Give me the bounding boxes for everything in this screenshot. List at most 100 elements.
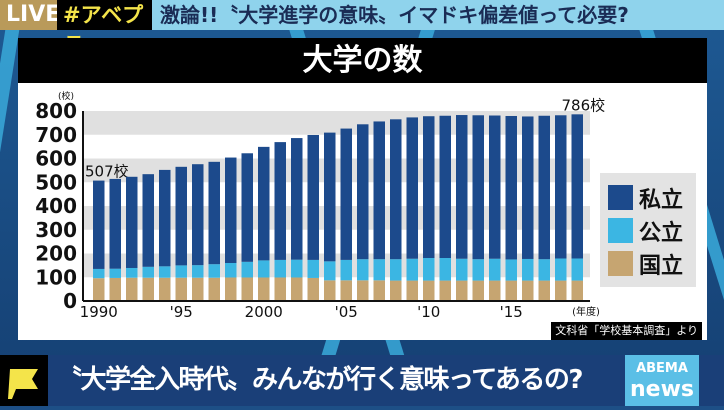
bar-国立-1991 [109, 277, 121, 301]
bar-国立-2008 [390, 280, 402, 301]
bar-私立-2001 [274, 142, 286, 260]
bar-公立-2014 [489, 258, 501, 281]
bar-私立-2009 [406, 117, 418, 259]
bar-私立-2002 [291, 138, 303, 260]
bar-公立-1999 [241, 261, 253, 278]
bar-国立-1990 [93, 278, 105, 301]
bar-私立-1998 [225, 157, 237, 263]
bar-国立-2005 [340, 280, 352, 301]
bar-公立-2001 [274, 259, 286, 278]
legend: 私立 公立 国立 [600, 173, 696, 287]
bar-国立-2018 [555, 280, 567, 301]
bar-国立-2000 [258, 277, 270, 301]
y-tick-label: 800 [35, 99, 77, 123]
bar-公立-1993 [142, 266, 154, 278]
y-axis-unit: (校) [58, 90, 74, 102]
x-tick-label: 2000 [245, 303, 283, 321]
bar-国立-1994 [159, 277, 171, 301]
bar-国立-2009 [406, 280, 418, 301]
bar-公立-1990 [93, 268, 105, 279]
bar-国立-2019 [571, 280, 583, 301]
bar-公立-1997 [208, 264, 220, 278]
y-tick-label: 600 [35, 147, 77, 171]
bar-公立-2015 [505, 259, 517, 281]
bar-公立-2000 [258, 260, 270, 278]
bar-国立-1995 [175, 277, 187, 301]
bar-私立-2018 [555, 115, 567, 259]
x-axis-unit: (年度) [572, 305, 600, 318]
bar-私立-2010 [423, 116, 435, 259]
bar-国立-2015 [505, 280, 517, 301]
chart-panel: 大学の数 0 100 200 300 400 500 600 700 800 (校) 1990 507… [18, 38, 707, 340]
bar-国立-2002 [291, 277, 303, 301]
bar-公立-2018 [555, 258, 567, 281]
bar-私立-1997 [208, 161, 220, 265]
bar-国立-1997 [208, 277, 220, 301]
bar-国立-2013 [472, 280, 484, 301]
bar-公立-1998 [225, 263, 237, 278]
bar-私立-1991 [109, 178, 121, 269]
bar-公立-1996 [192, 265, 204, 278]
bar-私立-2019 [571, 114, 583, 259]
bar-公立-2007 [373, 259, 385, 281]
bar-公立-2019 [571, 258, 583, 281]
bar-公立-2013 [472, 259, 484, 281]
bar-私立-2016 [522, 116, 534, 259]
bar-公立-2004 [324, 261, 336, 281]
bar-私立-1992 [126, 176, 138, 268]
bar-公立-2005 [340, 259, 352, 281]
data-label: 786校 [562, 96, 606, 114]
bar-公立-1995 [175, 265, 187, 278]
bar-私立-2006 [357, 124, 369, 260]
bar-国立-1992 [126, 277, 138, 301]
y-tick-label: 200 [35, 242, 77, 266]
y-tick-label: 0 [63, 289, 77, 313]
bar-私立-2014 [489, 115, 501, 259]
bar-私立-2004 [324, 132, 336, 262]
bar-私立-2000 [258, 146, 270, 261]
bar-私立-2017 [538, 115, 550, 260]
hashtag: #アベプラ [57, 0, 152, 57]
bar-私立-2011 [439, 115, 451, 259]
bar-公立-2010 [423, 258, 435, 281]
bar-公立-1994 [159, 266, 171, 278]
bar-私立-1996 [192, 164, 204, 266]
live-badge: LIVE [0, 0, 60, 30]
caption-text: 〝大学全入時代〟みんなが行く意味ってあるの? [56, 365, 584, 395]
bar-国立-1998 [225, 277, 237, 301]
bar-私立-2013 [472, 115, 484, 260]
bar-国立-2011 [439, 280, 451, 301]
y-tick-label: 500 [35, 170, 77, 194]
bar-国立-2007 [373, 280, 385, 301]
y-tick-label: 400 [35, 194, 77, 218]
legend-item-private: 私立 [608, 181, 688, 214]
bar-私立-1993 [142, 174, 154, 267]
bar-私立-2008 [390, 119, 402, 260]
bar-私立-1994 [159, 169, 171, 267]
x-tick-label: 1990 [80, 303, 118, 321]
data-label: 507校 [85, 163, 129, 181]
x-tick-label: '95 [170, 303, 193, 321]
bar-国立-1999 [241, 277, 253, 301]
bar-私立-2015 [505, 115, 517, 260]
bar-公立-2003 [307, 259, 319, 278]
bar-公立-1991 [109, 268, 121, 278]
abema-news-logo: ABEMA news [625, 355, 699, 406]
bottom-caption-bar: 〝大学全入時代〟みんなが行く意味ってあるの? ABEMA news [0, 355, 724, 406]
bar-私立-1990 [93, 180, 105, 269]
bar-私立-2007 [373, 121, 385, 260]
bar-国立-2014 [489, 280, 501, 301]
bar-公立-2006 [357, 259, 369, 281]
bar-私立-2003 [307, 134, 319, 260]
bar-国立-2003 [307, 277, 319, 301]
flag-icon [0, 355, 48, 406]
bar-公立-2012 [456, 258, 468, 281]
x-tick-label: '05 [335, 303, 358, 321]
source-credit: 文科省「学校基本調査」より [551, 322, 702, 340]
top-banner: LIVE #アベプラ 激論!!〝大学進学の意味〟イマドキ偏差値って必要? [0, 0, 724, 57]
bar-国立-2001 [274, 277, 286, 301]
bar-国立-2006 [357, 280, 369, 301]
bar-国立-2016 [522, 280, 534, 301]
bar-公立-2017 [538, 259, 550, 281]
bar-国立-2004 [324, 280, 336, 301]
